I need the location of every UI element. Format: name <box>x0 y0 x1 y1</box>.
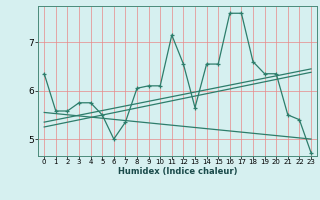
X-axis label: Humidex (Indice chaleur): Humidex (Indice chaleur) <box>118 167 237 176</box>
